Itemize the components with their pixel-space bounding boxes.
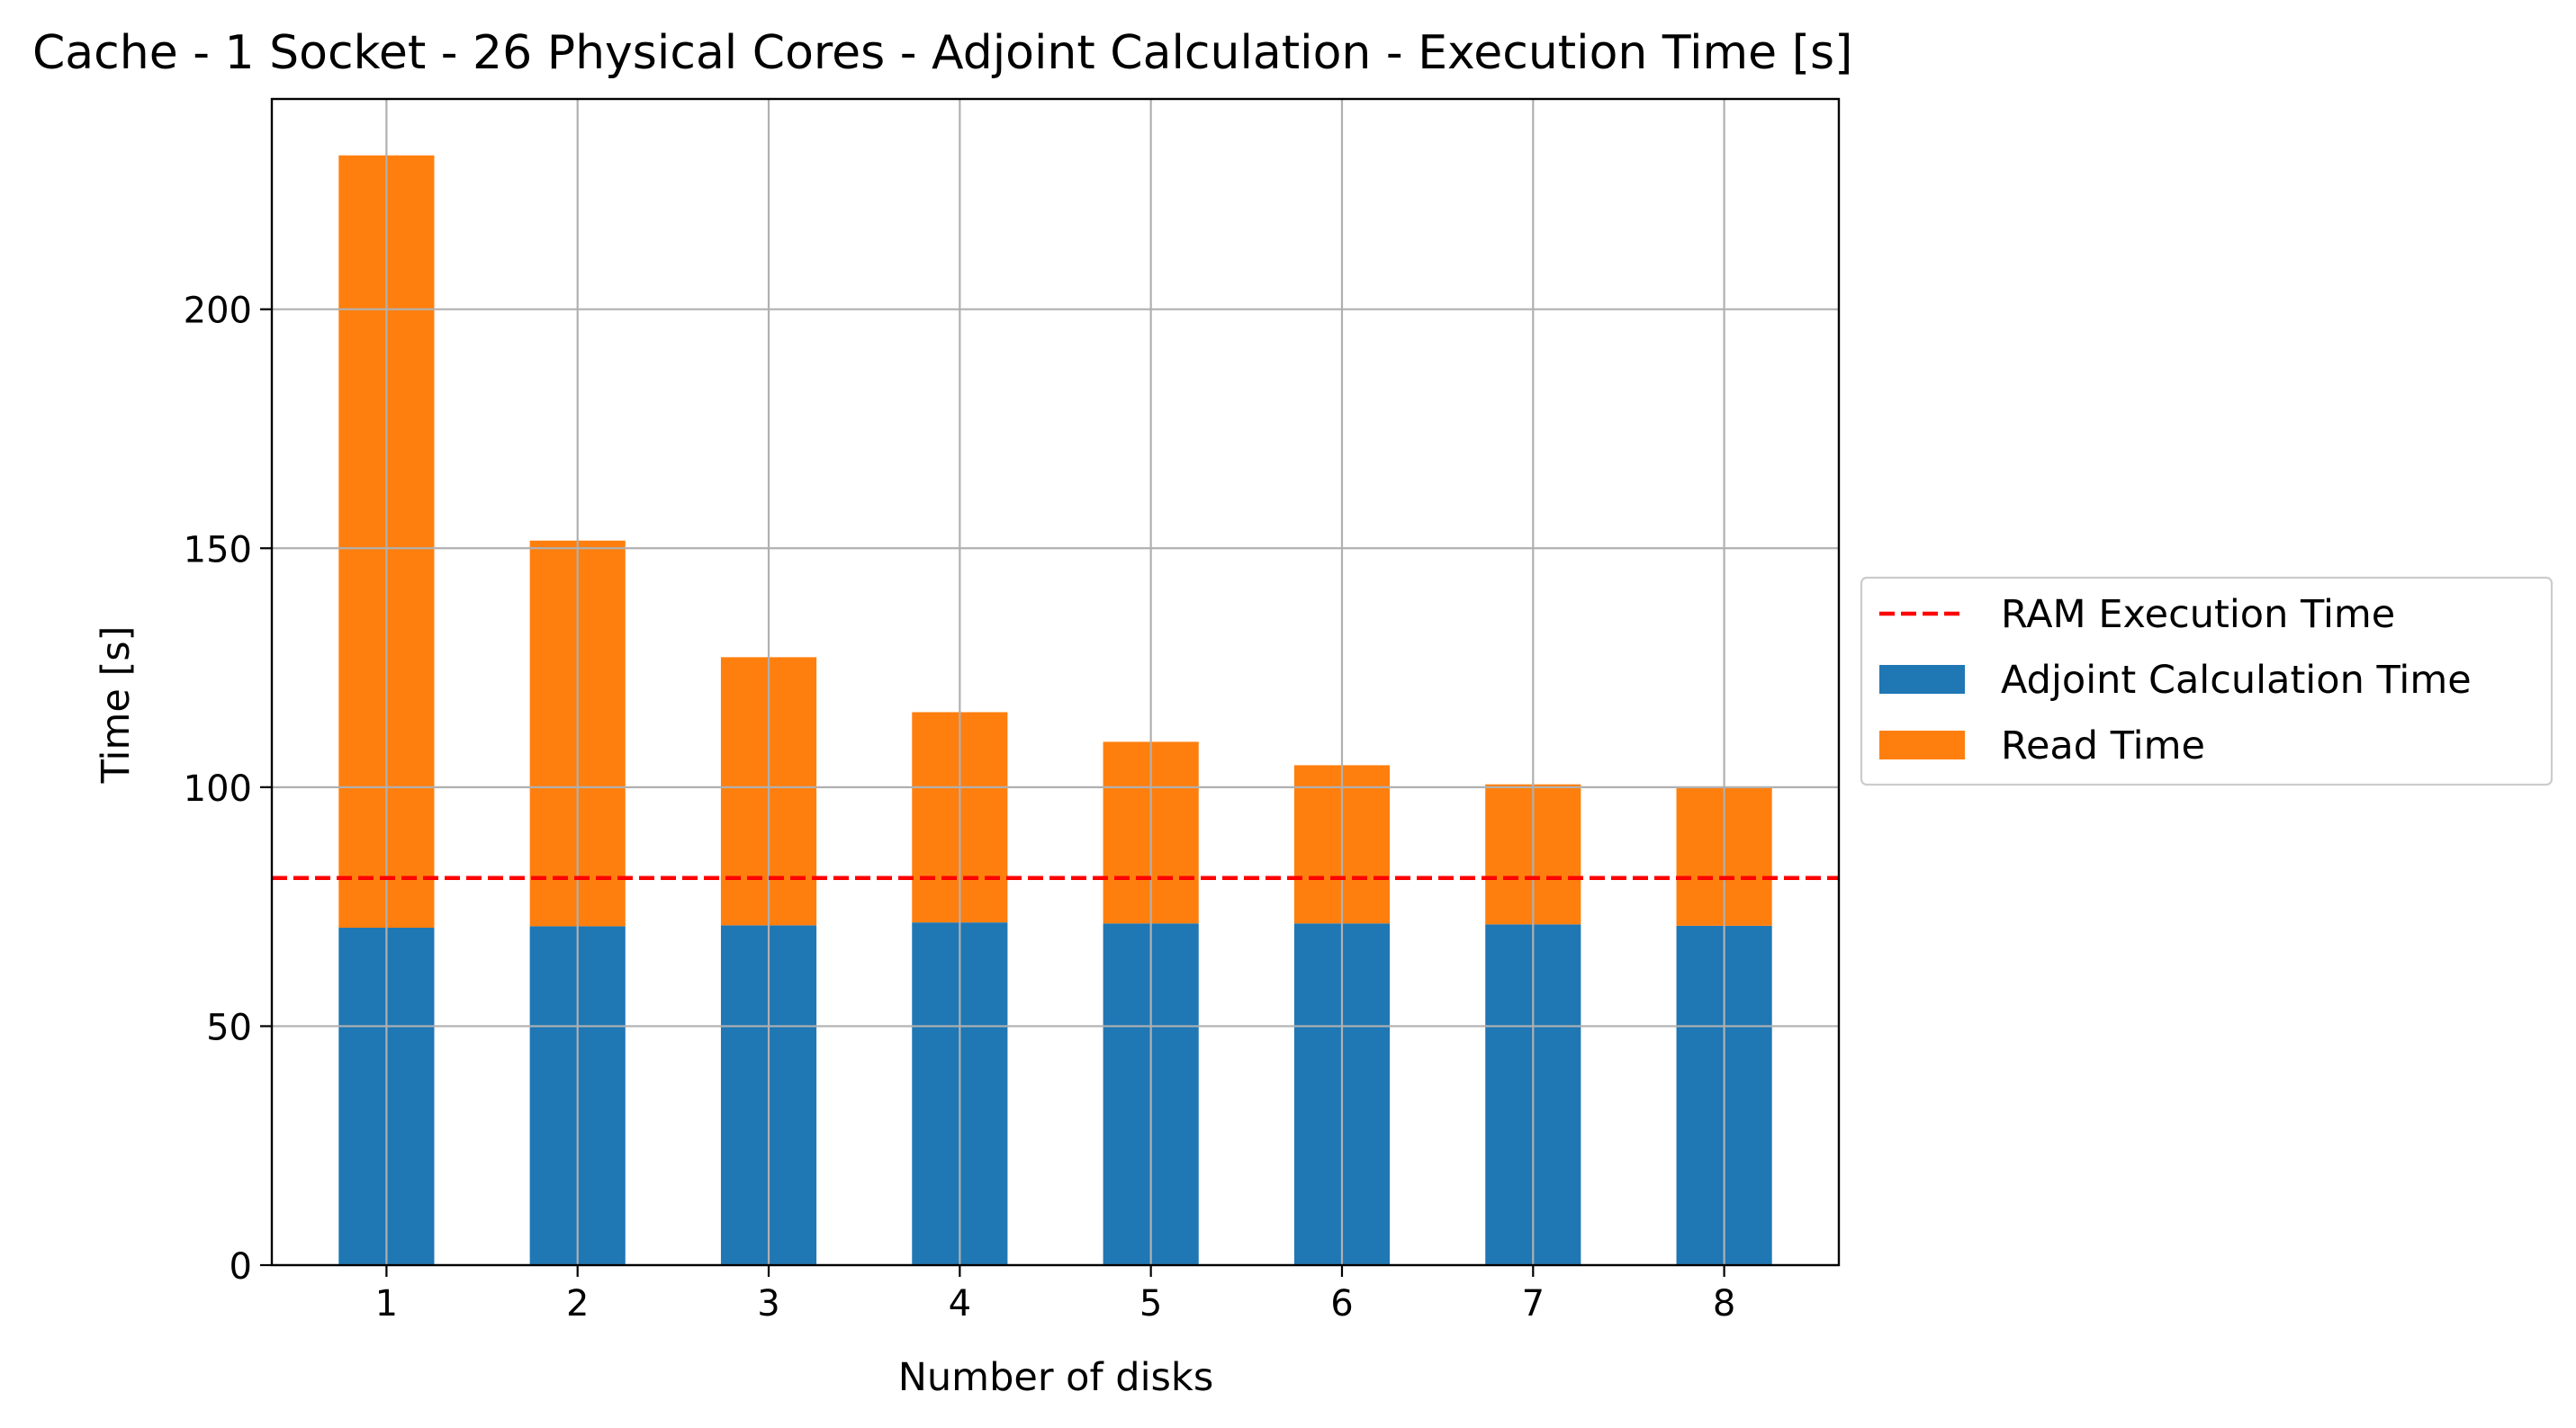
x-tick-label: 2 bbox=[566, 1283, 589, 1325]
legend-swatch-adjoint-calculation-time bbox=[1879, 665, 1965, 694]
legend-label-adjoint-calculation-time: Adjoint Calculation Time bbox=[2001, 658, 2472, 703]
x-tick-label: 7 bbox=[1522, 1283, 1545, 1325]
y-axis-label: Time [s] bbox=[94, 626, 139, 785]
y-tick-label: 100 bbox=[184, 768, 252, 810]
x-axis-label: Number of disks bbox=[898, 1355, 1213, 1400]
y-tick-label: 200 bbox=[184, 291, 252, 332]
legend: RAM Execution Time Adjoint Calculation Ti… bbox=[1860, 576, 2553, 786]
plot-area: 0 50 100 150 200 1 2 3 4 5 6 7 8 bbox=[184, 97, 1841, 1325]
x-tick-label: 4 bbox=[949, 1283, 971, 1325]
y-tick-label: 150 bbox=[184, 529, 252, 570]
x-tick-label: 1 bbox=[375, 1283, 398, 1325]
y-tick-label: 50 bbox=[206, 1007, 252, 1048]
x-tick-label: 3 bbox=[757, 1283, 779, 1325]
legend-swatch-read-time bbox=[1879, 731, 1965, 759]
legend-box bbox=[1860, 576, 2553, 786]
legend-label-read-time: Read Time bbox=[2001, 723, 2205, 768]
plot-frame bbox=[270, 97, 1841, 1267]
chart-title: Cache - 1 Socket - 26 Physical Cores - A… bbox=[32, 26, 1852, 80]
legend-label-ram-execution-time: RAM Execution Time bbox=[2001, 592, 2395, 637]
y-tick-label: 0 bbox=[230, 1246, 252, 1288]
x-tick-label: 5 bbox=[1139, 1283, 1162, 1325]
x-tick-label: 6 bbox=[1330, 1283, 1353, 1325]
x-tick-label: 8 bbox=[1713, 1283, 1735, 1325]
